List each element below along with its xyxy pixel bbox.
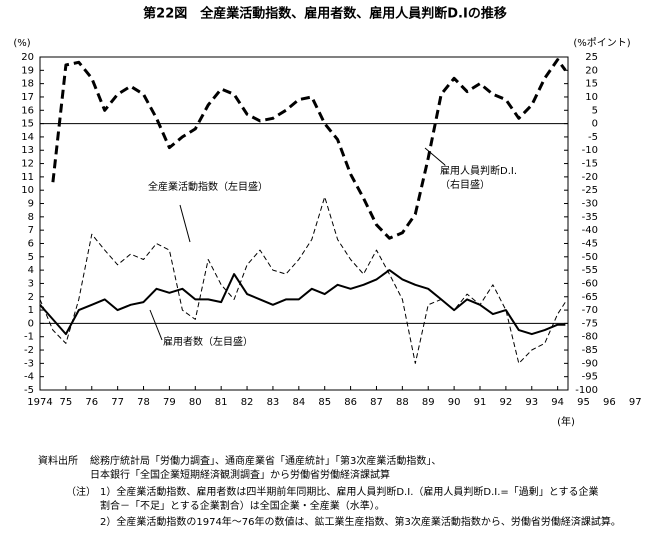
- y2-tick-label: -10: [582, 145, 598, 156]
- y2-tick-label: -75: [582, 318, 598, 329]
- x-tick-label: 79: [163, 397, 176, 408]
- x-tick-label: 76: [85, 397, 98, 408]
- x-tick-label: 84: [292, 397, 305, 408]
- y-tick-label: 15: [21, 119, 34, 130]
- y-tick-label: 7: [28, 225, 34, 236]
- y-tick-label: 19: [21, 65, 34, 76]
- annotation: 雇用者数（左目盛）: [163, 336, 253, 350]
- x-tick-label: 87: [370, 397, 383, 408]
- y2-tick-label: -35: [582, 212, 598, 223]
- y-tick-label: 5: [28, 252, 34, 263]
- x-tick-label: 86: [344, 397, 357, 408]
- x-tick-label: 81: [215, 397, 228, 408]
- y-tick-label: 12: [21, 159, 34, 170]
- y-tick-label: 3: [28, 278, 34, 289]
- y2-axis-label: (%ポイント): [573, 37, 630, 49]
- y2-tick-label: 25: [585, 52, 598, 63]
- y-tick-label: 0: [28, 318, 34, 329]
- x-tick-label: 91: [474, 397, 487, 408]
- y-tick-label: 1: [28, 305, 34, 316]
- y2-tick-label: 10: [585, 92, 598, 103]
- x-tick-label: 96: [603, 397, 616, 408]
- y-tick-label: 11: [21, 172, 34, 183]
- y-tick-label: 14: [21, 132, 34, 143]
- y-tick-label: 8: [28, 212, 34, 223]
- x-tick-label: 75: [60, 397, 73, 408]
- x-tick-label: 92: [500, 397, 513, 408]
- y-tick-label: 9: [28, 199, 34, 210]
- y-tick-label: 10: [21, 185, 34, 196]
- x-tick-label: 95: [577, 397, 590, 408]
- leader: [149, 309, 163, 341]
- y-tick-label: 20: [21, 52, 34, 63]
- plot-frame: [39, 56, 569, 391]
- leader: [179, 204, 191, 243]
- annotation: 雇用人員判断D.I.（右目盛）: [440, 165, 530, 193]
- y2-tick-label: -100: [575, 385, 598, 396]
- y-tick-label: 13: [21, 145, 34, 156]
- x-tick-label: 77: [111, 397, 124, 408]
- note: 2）全産業活動指数の1974年～76年の数値は、鉱工業生産指数、第3次産業活動指…: [100, 517, 621, 528]
- y2-tick-label: -25: [582, 185, 598, 196]
- y-tick-label: 4: [28, 265, 34, 276]
- y-tick-label: -2: [24, 345, 34, 356]
- series-line: [39, 269, 566, 336]
- x-tick-label: 97: [629, 397, 642, 408]
- y-tick-label: 17: [21, 92, 34, 103]
- y-tick-label: -4: [24, 372, 34, 383]
- y2-tick-label: -90: [582, 358, 598, 369]
- series-line: [39, 196, 566, 364]
- x-tick-label: 80: [189, 397, 202, 408]
- note: 1）全産業活動指数、雇用者数は四半期前年同期比、雇用人員判断D.I.（雇用人員判…: [100, 487, 599, 512]
- x-tick-label: 1974: [27, 397, 52, 408]
- x-tick-label: 82: [241, 397, 254, 408]
- source-label: 資料出所: [38, 456, 78, 467]
- notes-label: （注）: [66, 487, 96, 498]
- x-tick-label: 83: [267, 397, 280, 408]
- y-axis-label: (%): [13, 38, 30, 49]
- x-tick-label: 88: [396, 397, 409, 408]
- y2-tick-label: -15: [582, 159, 598, 170]
- y2-tick-label: -65: [582, 292, 598, 303]
- y2-tick-label: -50: [582, 252, 598, 263]
- y2-tick-label: -85: [582, 345, 598, 356]
- y2-tick-label: -30: [582, 199, 598, 210]
- y2-tick-label: -20: [582, 172, 598, 183]
- y2-tick-label: -45: [582, 238, 598, 249]
- series-line: [51, 58, 567, 240]
- y-tick-label: -3: [24, 358, 34, 369]
- y2-tick-label: -55: [582, 265, 598, 276]
- y-tick-label: -5: [24, 385, 34, 396]
- y-tick-label: 6: [28, 238, 34, 249]
- x-tick-label: 89: [422, 397, 435, 408]
- y-tick-label: 2: [28, 292, 34, 303]
- y2-tick-label: -95: [582, 372, 598, 383]
- chart-title: 第22図 全産業活動指数、雇用者数、雇用人員判断D.Iの推移: [143, 6, 507, 22]
- x-tick-label: 85: [318, 397, 331, 408]
- x-tick-label: 90: [448, 397, 461, 408]
- y2-tick-label: -80: [582, 332, 598, 343]
- source-line: 総務庁統計局「労働力調査」、通商産業省「通産統計」「第3次産業活動指数」、: [90, 456, 442, 467]
- source-line: 日本銀行「全国企業短期経済観測調査」から労働省労働経済課試算: [90, 470, 390, 481]
- y-tick-label: -1: [24, 332, 34, 343]
- y2-tick-label: -40: [582, 225, 598, 236]
- y2-tick-label: 0: [592, 119, 598, 130]
- annotation: 全産業活動指数（左目盛）: [148, 181, 268, 195]
- y2-tick-label: -5: [588, 132, 598, 143]
- x-tick-label: 94: [551, 397, 564, 408]
- y2-tick-label: -70: [582, 305, 598, 316]
- y2-tick-label: 15: [585, 79, 598, 90]
- y-tick-label: 16: [21, 105, 34, 116]
- y2-tick-label: -60: [582, 278, 598, 289]
- x-axis-label: (年): [557, 415, 575, 428]
- y2-tick-label: 5: [592, 105, 598, 116]
- x-tick-label: 78: [137, 397, 150, 408]
- y-tick-label: 18: [21, 79, 34, 90]
- y2-tick-label: 20: [585, 65, 598, 76]
- x-tick-label: 93: [525, 397, 538, 408]
